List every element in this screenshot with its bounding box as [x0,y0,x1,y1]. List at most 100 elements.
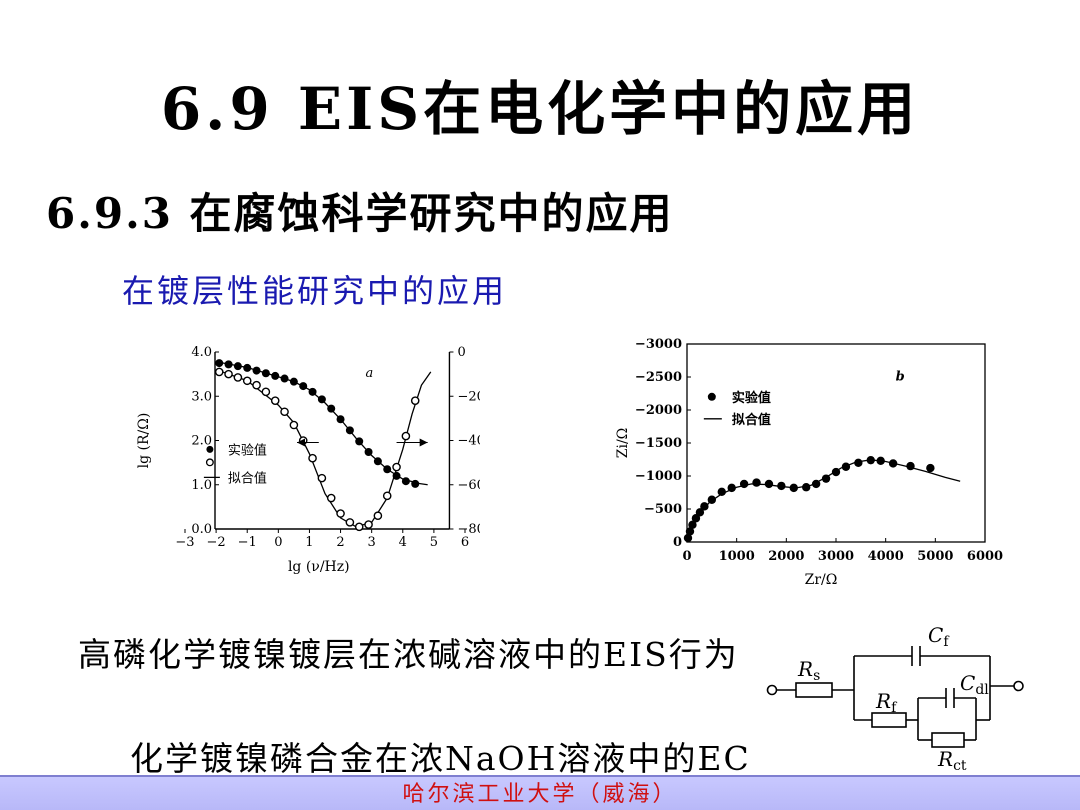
data-point [739,479,749,489]
legend-marker-filled [206,445,214,453]
data-point [691,514,701,523]
data-point [789,483,798,493]
data-point [683,533,693,543]
panel-label: b [896,369,905,384]
arrow-right-head [419,438,428,447]
data-point-phase [214,367,224,377]
rs-label: Rs [797,657,820,684]
y2-tick-label: −60 [457,478,480,493]
topic-heading: 在镀层性能研究中的应用 [122,272,508,310]
data-point-modulus [308,387,317,396]
y-tick-label: 2.0 [191,434,212,449]
data-point-modulus [383,465,392,474]
data-point [811,479,821,489]
x-tick-label: 4000 [868,549,904,564]
data-point [777,481,786,491]
y-tick-label: −500 [644,502,682,517]
y2-tick-label: 0 [457,345,465,360]
y-axis-label: lg (R/Ω) [136,413,152,469]
data-point-modulus [299,382,308,391]
fit-line [686,459,961,543]
footer-text: 哈尔滨工业大学（威海） [402,782,678,807]
x-tick-label: 0 [682,549,691,564]
x-tick-label: 5 [430,535,438,550]
data-point-phase [270,396,280,405]
y-tick-label: −2000 [635,403,682,418]
rct-label: Rct [937,747,967,774]
x-tick-label: −3 [175,535,194,550]
y-tick-label: −2500 [635,370,682,385]
data-point-modulus [224,360,233,369]
cf-label: Cf [928,623,950,650]
data-point [688,520,697,530]
data-point-modulus [355,437,364,446]
y-tick-label: −1500 [635,436,682,451]
data-point [854,458,863,467]
section-subtitle: 6.9.3 在腐蚀科学研究中的应用 [46,189,674,238]
plot-frame [686,343,986,543]
data-point [717,487,726,497]
data-point-phase [336,509,345,518]
data-point [821,474,831,483]
data-point [707,495,717,504]
x-tick-label: 3 [368,535,376,550]
data-point-modulus [364,448,373,457]
data-point [802,483,811,492]
data-point [926,463,935,473]
data-point-phase [345,518,355,527]
panel-label: a [365,366,373,381]
data-point-modulus [392,471,401,480]
x-tick-label: 1 [305,535,313,550]
data-point-modulus [317,395,326,404]
legend-label: 拟合值 [228,470,267,486]
circuit-caption: 化学镀镍磷合金在浓NaOH溶液中的EC [130,739,751,778]
x-axis-label: Zr/Ω [805,572,838,588]
data-point [685,527,695,536]
data-point [752,478,761,487]
y-tick-label: 1.0 [191,478,212,493]
data-point-modulus [411,479,420,488]
y2-tick-label: −40 [457,434,480,449]
x-tick-label: −1 [238,535,257,550]
y2-tick-label: −20 [457,389,480,404]
data-point-phase [373,511,383,521]
y2-tick-label: −80 [457,522,480,537]
data-point-modulus [401,477,410,486]
y-tick-label: −1000 [635,469,682,484]
data-point [906,461,915,471]
legend-label: 实验值 [732,390,771,406]
y-tick-label: 0 [673,535,682,550]
data-point-modulus [233,362,242,371]
x-tick-label: 2 [336,535,344,550]
x-tick-label: −2 [207,535,226,550]
page-title: 6.9 EIS在电化学中的应用 [160,75,920,143]
x-axis-label: lg (ν/Hz) [288,559,350,575]
data-point-modulus [280,374,289,383]
x-tick-label: 6 [461,535,469,550]
x-tick-label: 2000 [768,549,804,564]
y-tick-label: 4.0 [191,345,212,360]
data-point [888,459,898,468]
data-point-modulus [345,426,354,435]
data-point-phase [289,420,299,430]
data-point [841,462,851,471]
data-point-phase [280,407,289,417]
data-point-modulus [327,404,336,413]
data-point [695,508,705,517]
legend-marker-open [205,458,214,467]
legend-label: 拟合值 [732,412,771,428]
data-point-phase [224,369,233,379]
data-point [866,455,875,465]
rf-label: Rf [875,689,898,716]
legend-marker-filled [707,392,716,401]
data-point-phase [261,387,271,397]
x-tick-label: 5000 [917,549,953,564]
data-point-phase [401,431,411,441]
y-tick-label: 0.0 [191,522,212,537]
data-point-phase [308,453,317,463]
data-point-phase [233,373,243,382]
data-point-phase [252,380,261,390]
y-tick-label: −3000 [635,337,682,352]
data-point-modulus [215,359,224,368]
data-point [764,479,774,489]
